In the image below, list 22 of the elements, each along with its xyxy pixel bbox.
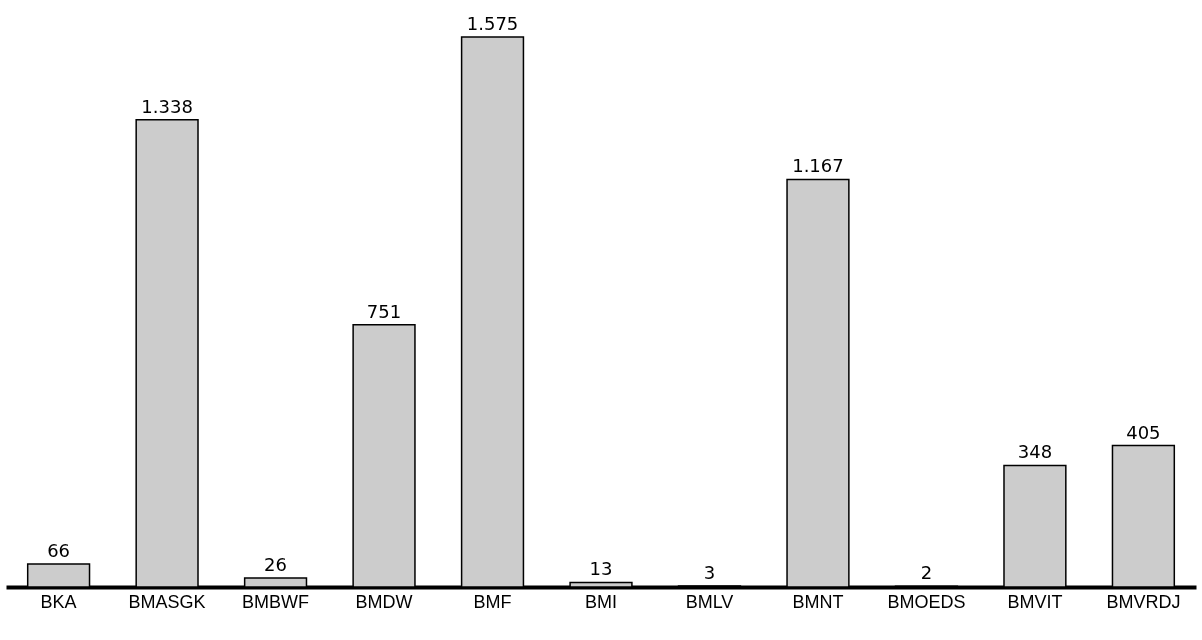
x-tick-label: BMF [473,591,512,612]
data-label: 3 [703,561,716,583]
data-label: 13 [589,558,613,580]
data-label: 1.338 [141,95,193,117]
data-label: 66 [47,539,71,561]
x-tick-label: BMVIT [1007,591,1063,612]
x-tick-label: BMOEDS [887,591,966,612]
x-tick-label: BMDW [355,591,413,612]
data-label: 405 [1126,421,1161,443]
x-tick-label: BKA [40,591,77,612]
data-label: 1.167 [792,155,844,177]
data-label: 26 [264,553,288,575]
x-tick-label: BMVRDJ [1106,591,1181,612]
data-label: 2 [920,562,933,584]
x-tick-label: BMBWF [242,591,310,612]
x-tick-label: BMASGK [128,591,206,612]
x-tick-label: BMLV [685,591,734,612]
data-label: 1.575 [466,13,519,34]
data-label: 751 [366,300,402,322]
x-tick-label: BMI [584,591,618,612]
data-label: 348 [1017,441,1053,463]
x-tick-label: BMNT [792,591,844,612]
